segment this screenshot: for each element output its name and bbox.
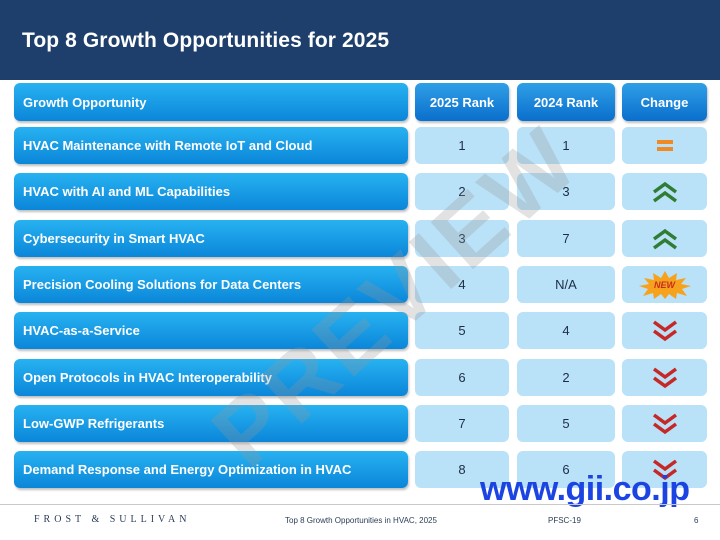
opportunity-name: Demand Response and Energy Optimization …: [14, 451, 408, 488]
footer-code: PFSC-19: [548, 516, 581, 525]
double-chevron-down-icon: [652, 367, 677, 388]
opportunity-name: Precision Cooling Solutions for Data Cen…: [14, 266, 408, 303]
brand-logo: FROST & SULLIVAN: [34, 514, 191, 525]
header-2024-rank: 2024 Rank: [517, 83, 615, 121]
footer-divider: [0, 504, 720, 505]
rank-2025: 4: [415, 266, 509, 303]
rank-2025: 7: [415, 405, 509, 442]
change-cell: [622, 359, 707, 396]
rank-2025: 1: [415, 127, 509, 164]
double-chevron-down-icon: [652, 413, 677, 434]
double-chevron-down-icon: [652, 320, 677, 341]
change-cell: [622, 220, 707, 257]
opportunity-name: Low-GWP Refrigerants: [14, 405, 408, 442]
equal-sign-icon: [656, 139, 673, 151]
site-watermark: www.gii.co.jp: [480, 470, 690, 508]
change-cell: [622, 405, 707, 442]
new-label: NEW: [654, 279, 675, 290]
header-2025-rank: 2025 Rank: [415, 83, 509, 121]
change-cell: NEW: [622, 266, 707, 303]
rank-2025: 3: [415, 220, 509, 257]
header-growth-opportunity: Growth Opportunity: [14, 83, 408, 121]
rank-2025: 6: [415, 359, 509, 396]
opportunity-name: HVAC with AI and ML Capabilities: [14, 173, 408, 210]
rank-2024: 6: [517, 451, 615, 488]
footer-doc-title: Top 8 Growth Opportunities in HVAC, 2025: [285, 516, 437, 525]
rank-2025: 5: [415, 312, 509, 349]
rank-2024: 5: [517, 405, 615, 442]
title-bar: Top 8 Growth Opportunities for 2025: [0, 0, 720, 80]
opportunity-name: HVAC Maintenance with Remote IoT and Clo…: [14, 127, 408, 164]
rank-2024: N/A: [517, 266, 615, 303]
rank-2024: 4: [517, 312, 615, 349]
new-burst-icon: NEW: [638, 270, 692, 300]
rank-2024: 7: [517, 220, 615, 257]
change-cell: [622, 173, 707, 210]
opportunity-name: Open Protocols in HVAC Interoperability: [14, 359, 408, 396]
footer-page-number: 6: [694, 516, 699, 525]
rank-2024: 3: [517, 173, 615, 210]
double-chevron-up-icon: [652, 181, 677, 202]
change-cell: [622, 312, 707, 349]
change-cell: [622, 127, 707, 164]
opportunity-name: Cybersecurity in Smart HVAC: [14, 220, 408, 257]
page-title: Top 8 Growth Opportunities for 2025: [22, 29, 390, 52]
change-cell: [622, 451, 707, 488]
rank-2025: 2: [415, 173, 509, 210]
rank-2025: 8: [415, 451, 509, 488]
rank-2024: 2: [517, 359, 615, 396]
double-chevron-down-icon: [652, 459, 677, 480]
double-chevron-up-icon: [652, 228, 677, 249]
header-change: Change: [622, 83, 707, 121]
opportunity-name: HVAC-as-a-Service: [14, 312, 408, 349]
rank-2024: 1: [517, 127, 615, 164]
